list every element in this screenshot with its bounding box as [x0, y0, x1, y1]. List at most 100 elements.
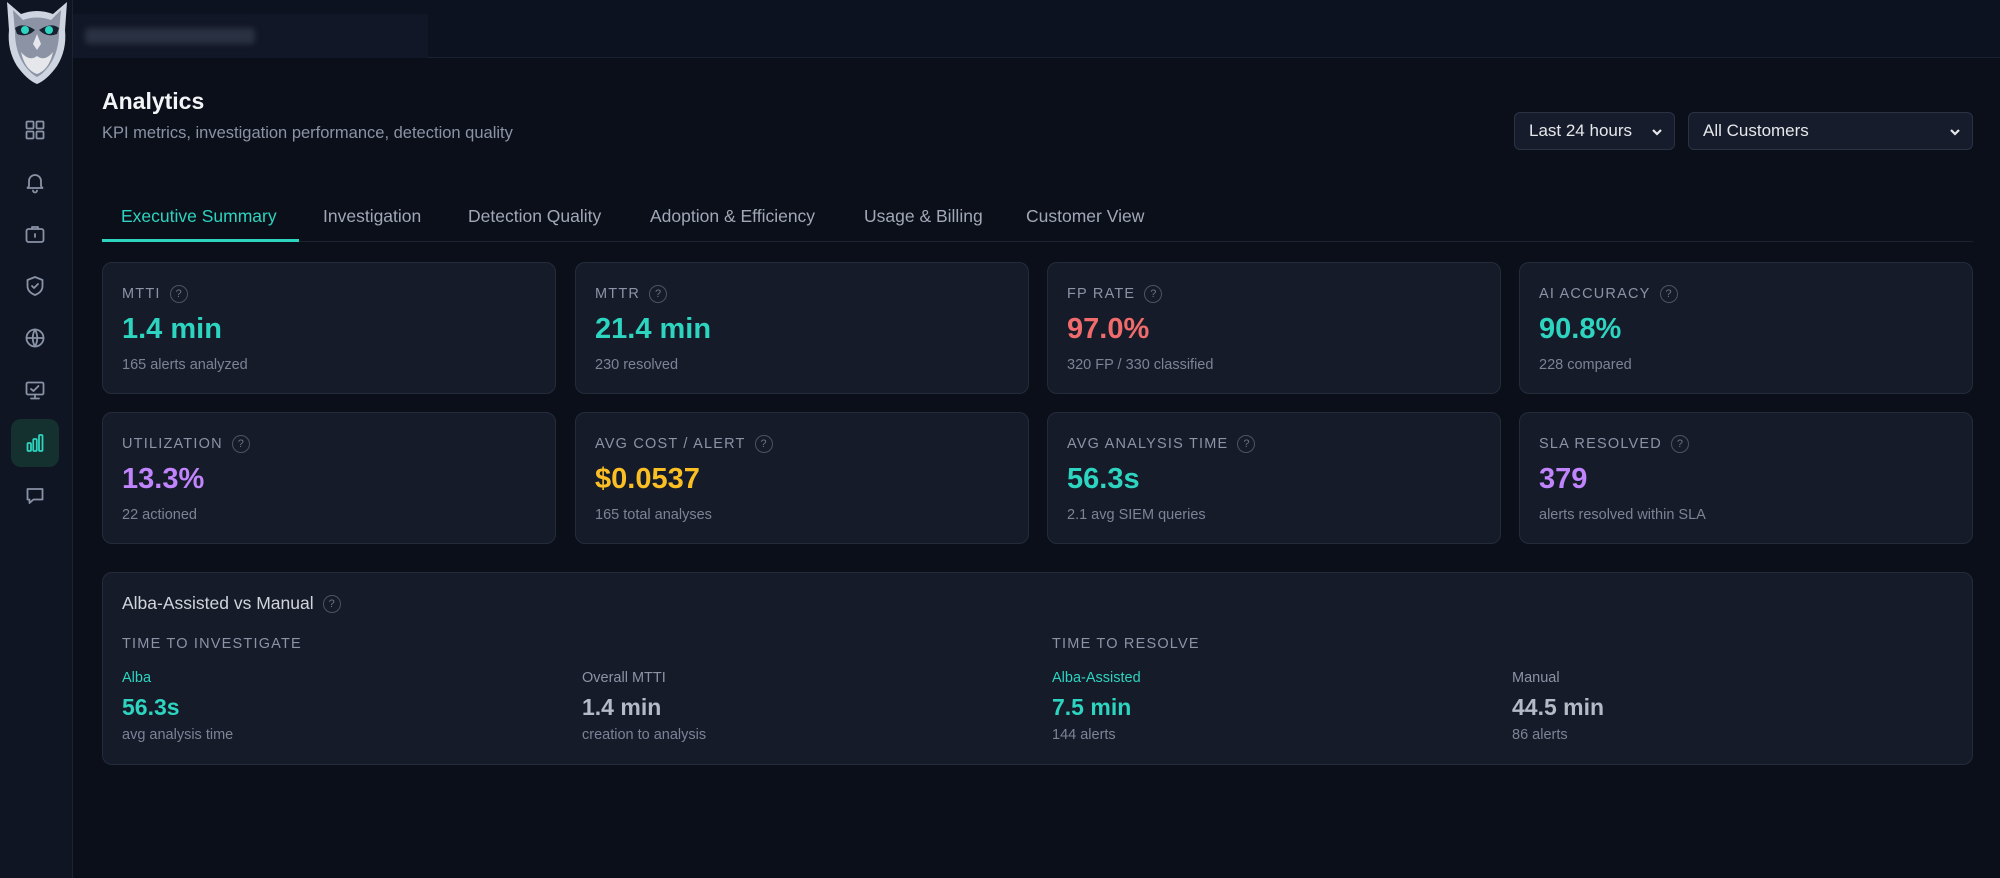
help-icon[interactable]: ?	[322, 594, 341, 613]
alba-vs-manual-panel: Alba-Assisted vs Manual? TIME TO INVESTI…	[102, 572, 1973, 765]
tab-executive-summary[interactable]: Executive Summary	[121, 206, 277, 226]
nav-network[interactable]	[11, 314, 59, 362]
kpi-label-text: SLA RESOLVED	[1539, 436, 1662, 452]
metric-label-alba: Alba	[122, 670, 152, 686]
kpi-label: UTILIZATION?	[122, 435, 250, 453]
globe-icon	[25, 328, 45, 348]
panel-title: Alba-Assisted vs Manual?	[122, 593, 341, 614]
owl-logo[interactable]	[0, 0, 73, 86]
help-icon[interactable]: ?	[1670, 435, 1689, 453]
nav-cases[interactable]	[11, 210, 59, 258]
kpi-label-text: MTTR	[595, 286, 641, 302]
page-subtitle: KPI metrics, investigation performance, …	[102, 124, 513, 142]
metric-sub-manual: 86 alerts	[1512, 727, 1568, 743]
kpi-value: 90.8%	[1539, 313, 1622, 345]
kpi-subtext: 165 total analyses	[595, 507, 712, 523]
kpi-value: 56.3s	[1067, 463, 1140, 495]
kpi-label-text: MTTI	[122, 286, 161, 302]
section-label-investigate: TIME TO INVESTIGATE	[122, 636, 302, 652]
nav-dashboard[interactable]	[11, 106, 59, 154]
kpi-label-text: AVG ANALYSIS TIME	[1067, 436, 1229, 452]
kpi-subtext: 230 resolved	[595, 357, 679, 373]
redacted-workspace-name	[85, 28, 255, 44]
metric-label-manual: Manual	[1512, 670, 1560, 686]
kpi-card-mttr: MTTR? 21.4 min 230 resolved	[575, 262, 1029, 394]
dashboard-grid-icon	[25, 120, 45, 140]
help-icon[interactable]: ?	[1144, 285, 1163, 303]
time-range-value: Last 24 hours	[1529, 121, 1633, 140]
chat-icon	[26, 488, 44, 504]
metric-value-overall-mtti: 1.4 min	[582, 694, 662, 720]
metric-value-alba-assisted: 7.5 min	[1052, 694, 1132, 720]
kpi-value: 21.4 min	[595, 313, 712, 345]
nav-analytics[interactable]	[11, 419, 59, 467]
kpi-subtext: 320 FP / 330 classified	[1067, 357, 1214, 373]
nav-chat[interactable]	[11, 472, 59, 520]
kpi-label: MTTI?	[122, 285, 188, 303]
kpi-value: 379	[1539, 463, 1588, 495]
shield-check-icon	[26, 276, 44, 296]
kpi-value: 1.4 min	[122, 313, 222, 345]
help-icon[interactable]: ?	[1237, 435, 1256, 453]
tab-customer-view[interactable]: Customer View	[1026, 206, 1145, 226]
nav-monitoring[interactable]	[11, 366, 59, 414]
section-label-resolve: TIME TO RESOLVE	[1052, 636, 1200, 652]
customer-value: All Customers	[1703, 121, 1809, 140]
kpi-label: AI ACCURACY?	[1539, 285, 1678, 303]
kpi-card-utilization: UTILIZATION? 13.3% 22 actioned	[102, 412, 556, 544]
kpi-label-text: FP RATE	[1067, 286, 1136, 302]
kpi-label-text: UTILIZATION	[122, 436, 223, 452]
tab-adoption-efficiency[interactable]: Adoption & Efficiency	[650, 206, 816, 226]
tab-usage-billing[interactable]: Usage & Billing	[864, 206, 983, 226]
kpi-card-ai-accuracy: AI ACCURACY? 90.8% 228 compared	[1519, 262, 1973, 394]
help-icon[interactable]: ?	[231, 435, 250, 453]
chevron-down-icon	[1650, 124, 1664, 138]
help-icon[interactable]: ?	[169, 285, 188, 303]
metric-value-manual: 44.5 min	[1512, 694, 1605, 720]
monitor-icon	[25, 381, 45, 400]
kpi-card-sla-resolved: SLA RESOLVED? 379 alerts resolved within…	[1519, 412, 1973, 544]
kpi-card-mtti: MTTI? 1.4 min 165 alerts analyzed	[102, 262, 556, 394]
kpi-value: $0.0537	[595, 463, 700, 495]
help-icon[interactable]: ?	[1659, 285, 1678, 303]
help-icon[interactable]: ?	[754, 435, 773, 453]
nav-alerts[interactable]	[11, 158, 59, 206]
kpi-label-text: AI ACCURACY	[1539, 286, 1651, 302]
metric-label-overall-mtti: Overall MTTI	[582, 670, 666, 686]
kpi-value: 13.3%	[122, 463, 205, 495]
sidebar	[0, 0, 73, 878]
metric-sub-alba-assisted: 144 alerts	[1052, 727, 1116, 743]
kpi-label-text: AVG COST / ALERT	[595, 436, 746, 452]
top-bar	[73, 0, 2000, 58]
nav-security[interactable]	[11, 262, 59, 310]
kpi-subtext: 22 actioned	[122, 507, 197, 523]
active-tab-indicator	[102, 239, 299, 242]
bell-icon	[26, 174, 44, 194]
page-title: Analytics	[102, 88, 205, 114]
panel-title-text: Alba-Assisted vs Manual	[122, 593, 314, 613]
kpi-card-avg-cost: AVG COST / ALERT? $0.0537 165 total anal…	[575, 412, 1029, 544]
metric-label-alba-assisted: Alba-Assisted	[1052, 670, 1141, 686]
kpi-label: AVG COST / ALERT?	[595, 435, 773, 453]
analytics-tabs: Executive Summary Investigation Detectio…	[102, 194, 1973, 242]
kpi-subtext: alerts resolved within SLA	[1539, 507, 1706, 523]
metric-sub-overall-mtti: creation to analysis	[582, 727, 707, 743]
help-icon[interactable]: ?	[649, 285, 668, 303]
customer-select[interactable]: All Customers	[1688, 112, 1973, 150]
metric-value-alba: 56.3s	[122, 694, 180, 720]
kpi-subtext: 228 compared	[1539, 357, 1632, 373]
tab-detection-quality[interactable]: Detection Quality	[468, 206, 602, 226]
kpi-label: FP RATE?	[1067, 285, 1163, 303]
kpi-value: 97.0%	[1067, 313, 1150, 345]
briefcase-icon	[25, 226, 45, 243]
kpi-label: SLA RESOLVED?	[1539, 435, 1689, 453]
tab-investigation[interactable]: Investigation	[323, 206, 422, 226]
kpi-card-avg-analysis-time: AVG ANALYSIS TIME? 56.3s 2.1 avg SIEM qu…	[1047, 412, 1501, 544]
time-range-select[interactable]: Last 24 hours	[1514, 112, 1675, 150]
bar-chart-icon	[26, 434, 44, 452]
workspace-tab[interactable]	[73, 14, 428, 58]
kpi-subtext: 165 alerts analyzed	[122, 357, 248, 373]
kpi-label: AVG ANALYSIS TIME?	[1067, 435, 1256, 453]
chevron-down-icon	[1948, 124, 1962, 138]
kpi-card-fp-rate: FP RATE? 97.0% 320 FP / 330 classified	[1047, 262, 1501, 394]
